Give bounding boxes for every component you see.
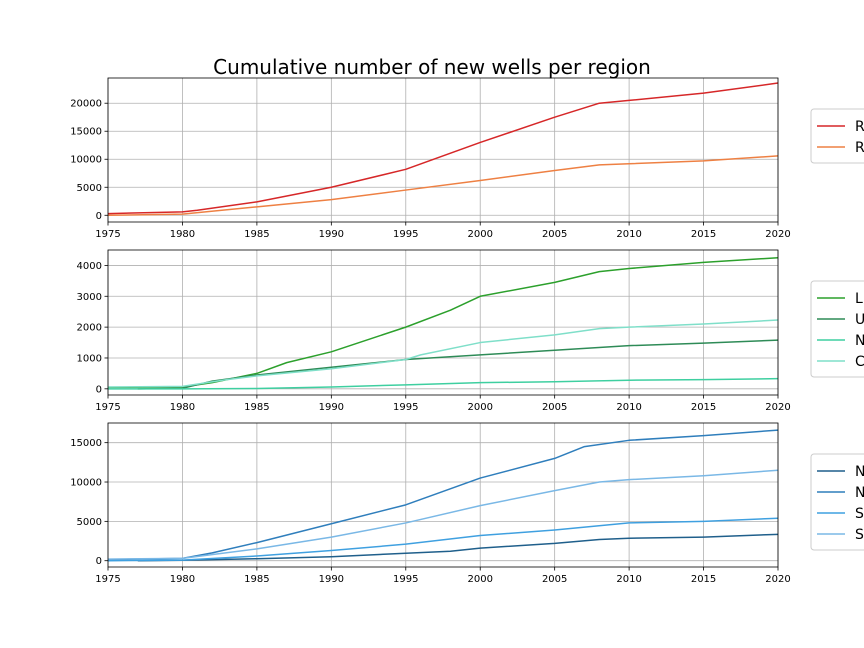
legend-label-2: U [855,312,864,328]
x-tick-label-9: 2015 [691,229,716,240]
x-tick-label-4: 1990 [319,402,344,413]
legend-box [810,280,864,378]
series-line-4 [107,319,779,388]
legend-label-1: N [855,464,864,480]
panel-3: 1975 1980 1985 1990 1995 2000 2005 2010 2015 2020… [70,422,864,585]
series-line-3 [108,377,779,390]
y-tick-label-3: 2000 [77,323,102,334]
y-tick-label-4: 15000 [70,127,102,138]
y-tick-label-2: 5000 [77,517,102,528]
y-tick-label-3: 10000 [70,478,102,489]
x-tick-label-3: 1985 [244,574,269,585]
series-line-2 [107,155,779,217]
x-tick-label-6: 2000 [467,229,492,240]
series-line-1 [107,82,779,215]
x-tick-label-1: 1975 [95,574,120,585]
y-tick-label-1: 0 [96,211,102,222]
y-tick-label-4: 15000 [70,438,102,449]
x-tick-label-8: 2010 [616,229,641,240]
panel-1: 1975 1980 1985 1990 1995 2000 2005 2010 2015 2020… [70,77,864,240]
series-line-4 [107,469,779,560]
x-tick-label-2: 1980 [170,229,195,240]
legend-label-2: R [855,140,864,156]
legend-label-3: S [855,506,864,522]
legend-label-4: S [855,527,864,543]
axes-frame [107,77,779,223]
x-tick-label-1: 1975 [95,402,120,413]
x-tick-label-1: 1975 [95,229,120,240]
x-tick-label-9: 2015 [691,574,716,585]
y-tick-label-5: 20000 [70,99,102,110]
x-tick-label-10: 2020 [765,229,790,240]
x-tick-label-6: 2000 [467,574,492,585]
x-tick-label-7: 2005 [542,229,567,240]
legend-label-2: N [855,485,864,501]
y-tick-label-1: 0 [96,384,102,395]
x-tick-label-3: 1985 [244,402,269,413]
legend-label-3: N [855,333,864,349]
x-tick-label-4: 1990 [319,574,344,585]
panel-2: 1975 1980 1985 1990 1995 2000 2005 2010 2015 2020… [77,249,864,413]
legend-box [810,108,864,164]
x-tick-label-3: 1985 [244,229,269,240]
x-tick-label-5: 1995 [393,574,418,585]
panels: 1975 1980 1985 1990 1995 2000 2005 2010 2015 2020… [70,77,864,585]
x-tick-label-10: 2020 [765,574,790,585]
chart-title: Cumulative number of new wells per regio… [213,55,651,79]
series-line-1 [137,533,779,562]
legend-label-1: R [855,119,864,135]
x-tick-label-5: 1995 [393,229,418,240]
y-tick-label-2: 1000 [77,353,102,364]
x-tick-label-4: 1990 [319,229,344,240]
x-tick-label-10: 2020 [765,402,790,413]
legend: RR [810,108,864,164]
x-tick-label-6: 2000 [467,402,492,413]
series-line-3 [107,517,779,562]
y-tick-label-2: 5000 [77,183,102,194]
y-tick-label-1: 0 [96,556,102,567]
axes-frame [107,422,779,568]
legend-box [810,453,864,551]
axes-frame [107,249,779,396]
y-tick-label-3: 10000 [70,155,102,166]
x-tick-label-9: 2015 [691,402,716,413]
legend-label-4: C [855,354,864,370]
legend-label-1: L [855,291,863,307]
x-tick-label-8: 2010 [616,402,641,413]
y-tick-label-4: 3000 [77,292,102,303]
x-tick-label-5: 1995 [393,402,418,413]
x-tick-label-8: 2010 [616,574,641,585]
y-tick-label-5: 4000 [77,261,102,272]
series-line-2 [107,429,779,561]
x-tick-label-7: 2005 [542,402,567,413]
x-tick-label-2: 1980 [170,574,195,585]
x-tick-label-2: 1980 [170,402,195,413]
x-tick-label-7: 2005 [542,574,567,585]
